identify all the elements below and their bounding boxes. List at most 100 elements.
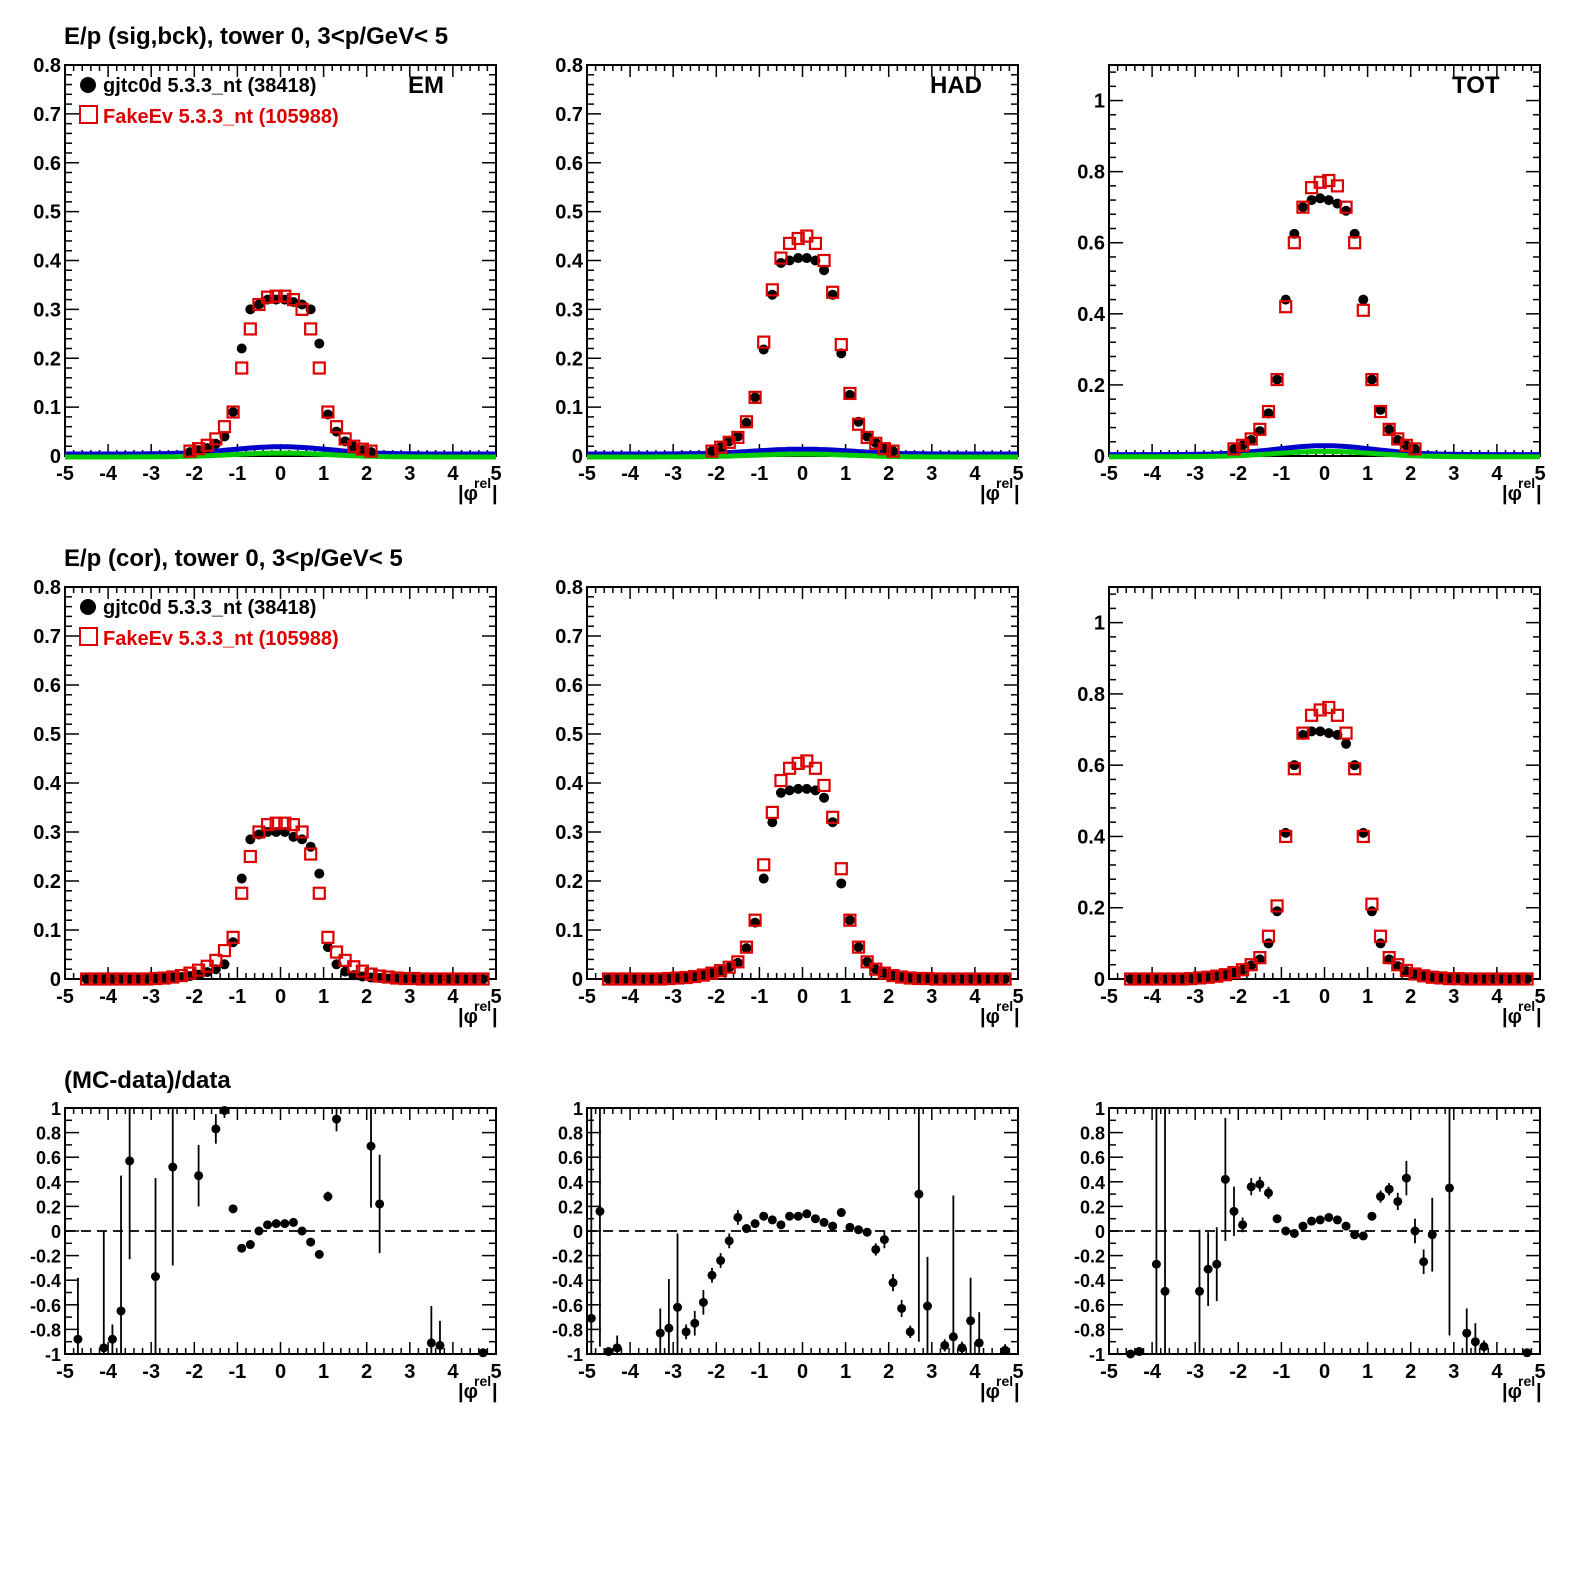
x-tick-label: 3 (404, 986, 415, 1008)
mc-point (97, 972, 111, 986)
mc-point (226, 405, 240, 419)
data-point (784, 785, 795, 796)
mc-point (1244, 432, 1258, 446)
data-point (314, 868, 325, 879)
y-tick-label: 0.2 (33, 348, 61, 370)
x-tick-label: 2 (361, 463, 372, 485)
x-tick-label: -3 (1186, 1361, 1204, 1383)
x-tick-label: 2 (883, 986, 894, 1008)
x-tick-label: -4 (1143, 986, 1162, 1008)
y-tick-label: 0.2 (1077, 898, 1105, 920)
mc-point (1330, 179, 1345, 193)
x-tick-label: -1 (751, 986, 769, 1008)
mc-point (998, 972, 1012, 986)
background-mc-curve (587, 451, 1018, 460)
ratio-point (690, 1318, 700, 1328)
mc-point (619, 972, 633, 986)
ratio-point (767, 1215, 777, 1225)
ratio-point (245, 1240, 255, 1250)
x-tick-label: 3 (926, 1361, 937, 1383)
y-tick-label: 0 (50, 446, 61, 468)
y-tick-label: -0.4 (1074, 1271, 1105, 1291)
chart-sig-had: -5 -4 -3 -2 -1 0 1 2 3 4 5 0 0.1 0.2 0.3 0.4 0.5 0.6 0.7 0.… (555, 55, 1023, 505)
x-tick-label: -4 (621, 463, 640, 485)
mc-point (183, 966, 197, 980)
ratio-point (1341, 1221, 1351, 1231)
y-tick-label: 0.8 (33, 55, 61, 77)
ratio-point (280, 1219, 290, 1229)
mc-point (312, 361, 326, 375)
y-tick-label: 0.6 (558, 1148, 583, 1168)
y-tick-label: -0.8 (30, 1320, 61, 1340)
chart-ratio-tot: -5 -4 -3 -2 -1 0 1 2 3 4 5 -1 -0.8 -0.6 -0.4 -0.2 0 0.2 0.… (1074, 1099, 1546, 1403)
mc-point (1399, 438, 1413, 452)
ratio-point (871, 1244, 881, 1254)
x-tick-label: 0 (1319, 986, 1330, 1008)
mc-point (1296, 726, 1310, 740)
mc-point (1132, 972, 1146, 986)
mc-point (114, 972, 128, 986)
mc-point (774, 251, 788, 265)
ratio-point (966, 1316, 976, 1326)
mc-point (347, 439, 361, 453)
x-tick-label: 2 (1405, 1361, 1416, 1383)
mc-point (946, 972, 960, 986)
x-tick-label: 3 (926, 986, 937, 1008)
y-tick-label: 0.2 (1080, 1197, 1105, 1217)
x-axis-label: |φ (980, 1006, 1000, 1028)
mc-point (157, 971, 171, 985)
data-point (775, 787, 786, 798)
x-axis-label: |φ (458, 483, 478, 505)
mc-point (364, 444, 378, 458)
data-point (758, 344, 769, 355)
ratio-point (211, 1124, 221, 1134)
x-tick-label: -2 (1229, 986, 1247, 1008)
ratio-point (1393, 1196, 1403, 1206)
mc-point (304, 322, 318, 336)
mc-point (1244, 958, 1258, 972)
mc-point (441, 972, 456, 986)
panel-label-had: HAD (930, 72, 982, 99)
x-axis-label-end: | (492, 1381, 498, 1403)
data-point (1280, 294, 1291, 305)
x-axis-label-end: | (1536, 483, 1542, 505)
x-axis-label: |φ (1502, 1381, 1522, 1403)
ratio-point (1229, 1206, 1239, 1216)
mc-point (800, 229, 814, 243)
ratio-point (845, 1222, 855, 1232)
ratio-point (1350, 1230, 1360, 1240)
x-tick-label: 2 (361, 1361, 372, 1383)
data-point (767, 817, 778, 828)
mc-point (1253, 951, 1267, 965)
x-tick-label: 5 (1534, 986, 1545, 1008)
x-tick-label: -1 (1273, 986, 1291, 1008)
ratio-point (655, 1328, 665, 1338)
x-axis-label-sup: rel (1518, 998, 1535, 1014)
y-tick-label: 1 (1095, 1099, 1105, 1119)
mc-point (800, 754, 814, 768)
background-data-curve (587, 446, 1018, 457)
y-tick-label: 0.2 (555, 348, 583, 370)
ratio-point (819, 1217, 829, 1227)
data-point (1315, 193, 1326, 204)
x-tick-label: 3 (404, 463, 415, 485)
mc-point (826, 810, 840, 824)
background-data-curve (65, 444, 496, 457)
ratio-point (1462, 1328, 1472, 1338)
y-tick-label: 0.5 (555, 202, 583, 224)
ratio-point (698, 1297, 708, 1307)
mc-point (1296, 200, 1310, 214)
x-tick-label: -2 (707, 463, 725, 485)
mc-point (1201, 970, 1215, 984)
ratio-point (1272, 1214, 1282, 1224)
data-point (750, 392, 761, 403)
y-tick-label: 0.5 (33, 724, 61, 746)
x-tick-label: 2 (883, 463, 894, 485)
mc-point (131, 972, 145, 986)
x-tick-label: -3 (1186, 986, 1204, 1008)
mc-point (286, 818, 301, 832)
x-tick-label: 4 (969, 986, 981, 1008)
mc-point (286, 293, 301, 307)
